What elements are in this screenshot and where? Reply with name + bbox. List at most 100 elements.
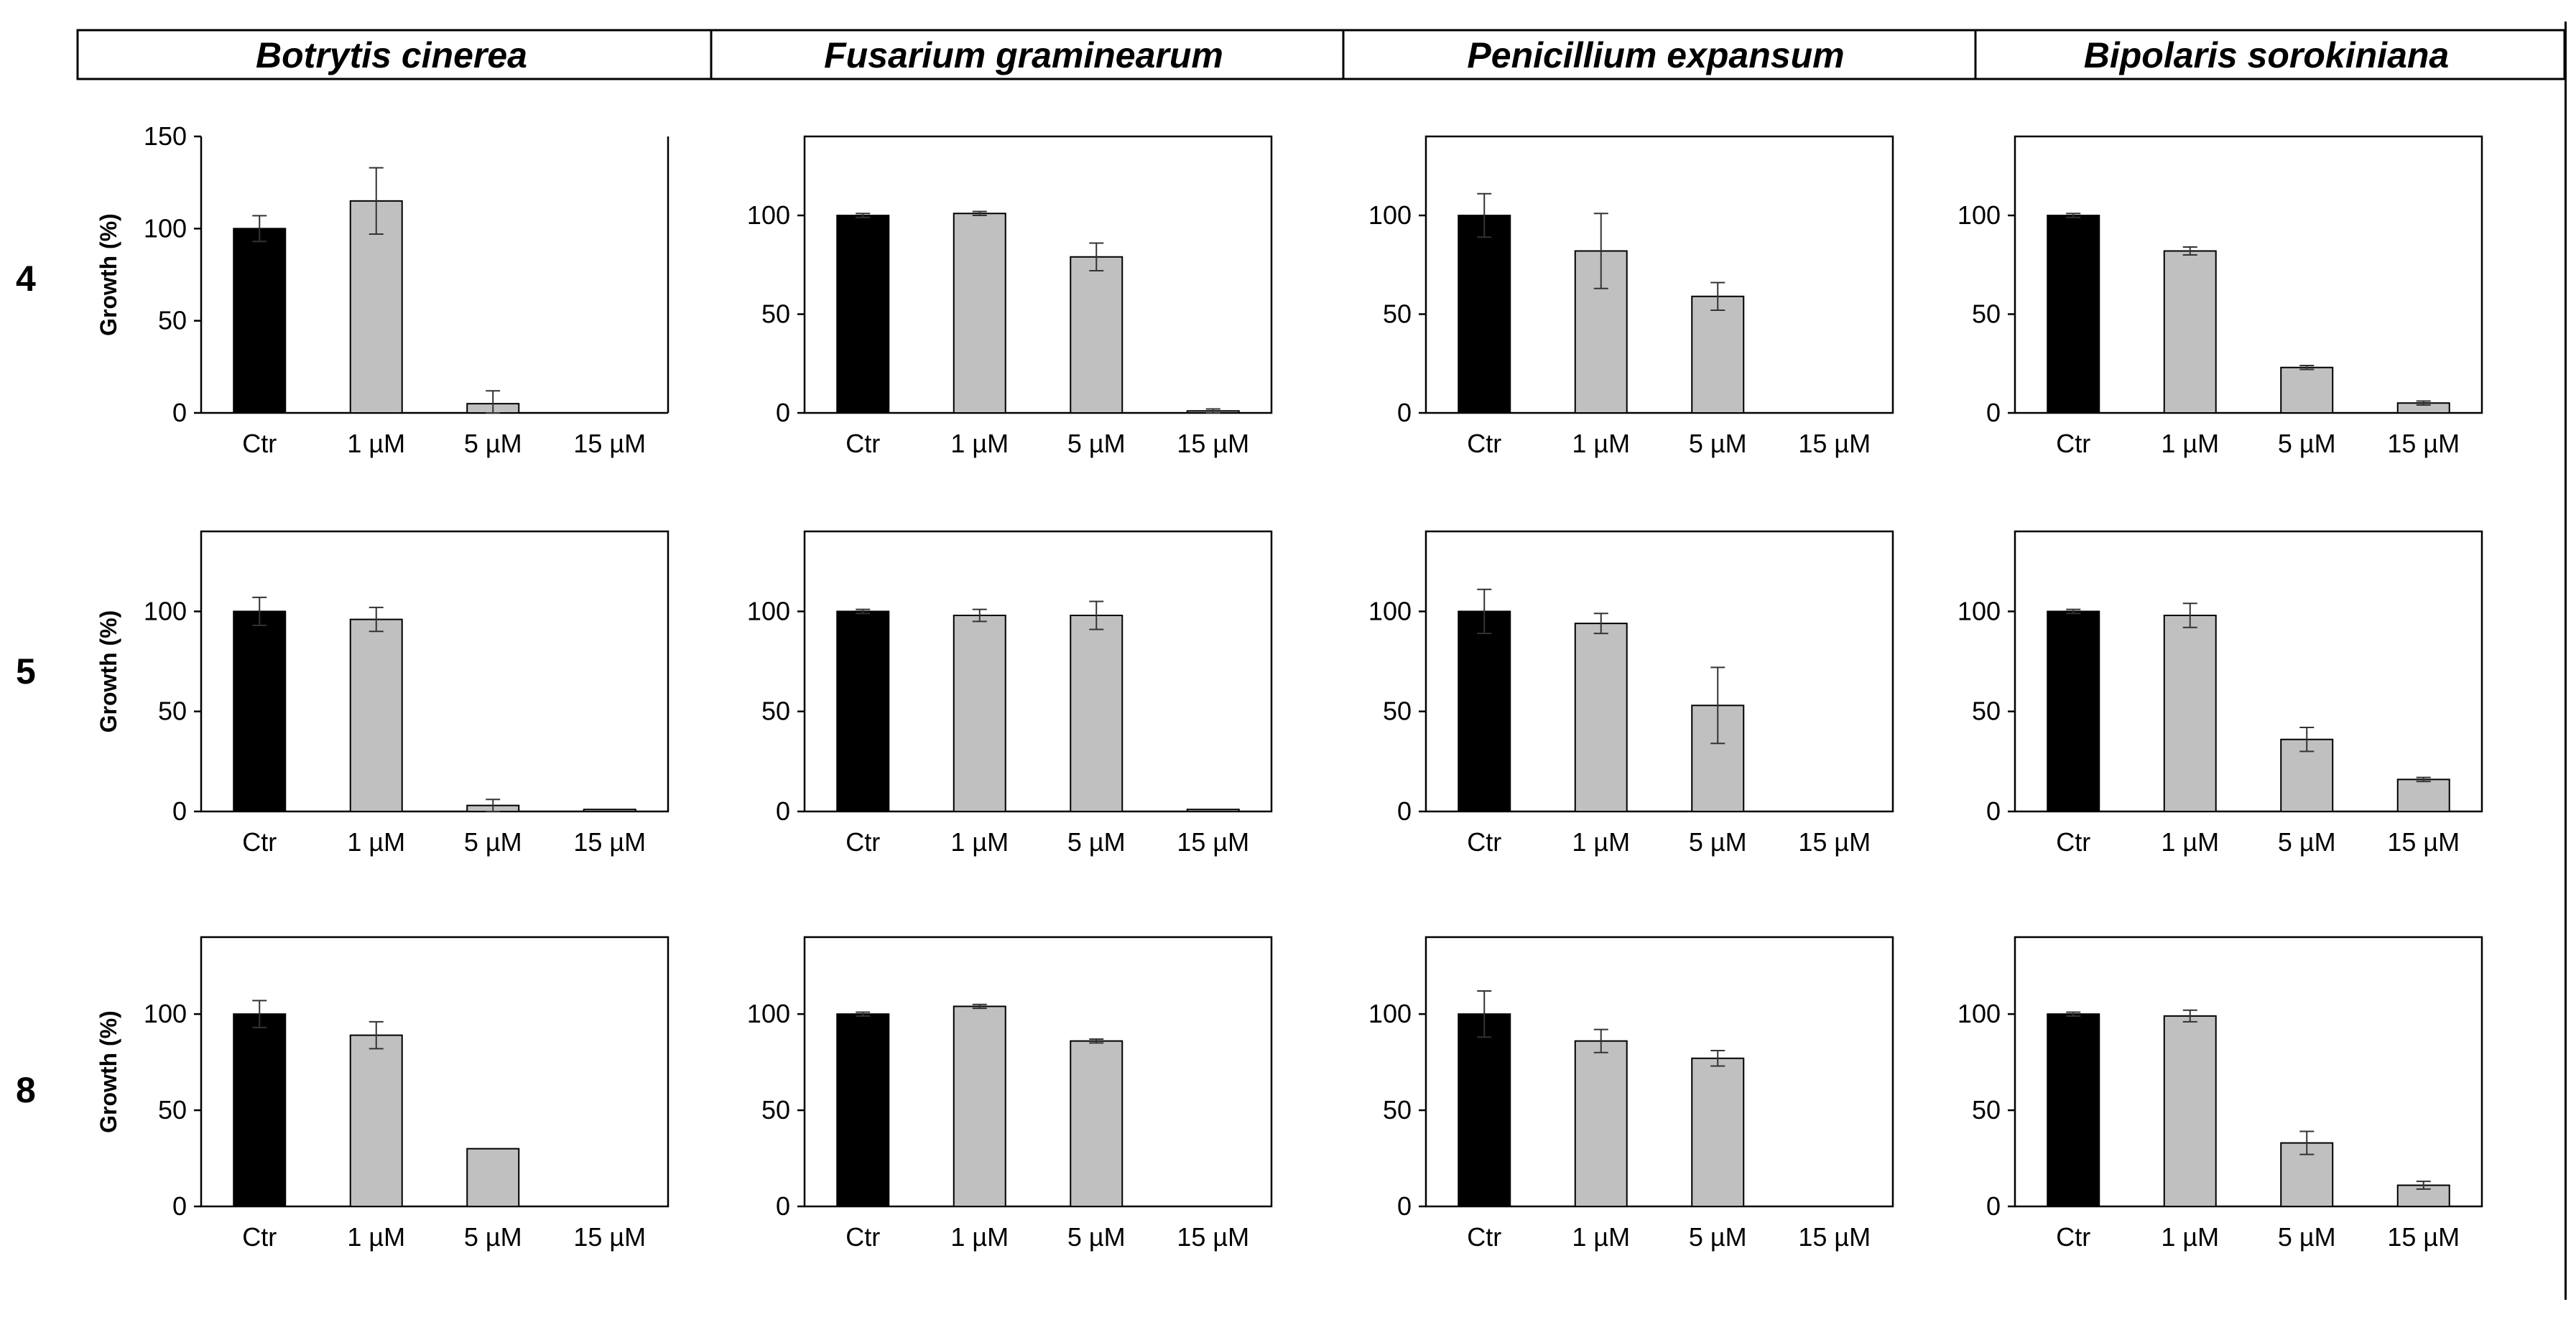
category-label: 5 µM bbox=[464, 429, 522, 458]
category-label: Ctr bbox=[2056, 429, 2090, 458]
y-tick-label: 0 bbox=[776, 398, 790, 427]
y-tick-label: 50 bbox=[761, 299, 790, 329]
category-label: 1 µM bbox=[347, 827, 405, 857]
y-tick-label: 50 bbox=[761, 1095, 790, 1125]
chart-panel: 0 50 100 Ctr 1 µM 5 µM 15 µM bbox=[1368, 936, 1894, 1252]
plot-frame bbox=[1424, 135, 1894, 414]
category-label: 5 µM bbox=[2278, 429, 2336, 458]
y-tick-label: 50 bbox=[1383, 1095, 1412, 1125]
category-label: 15 µM bbox=[2387, 1222, 2460, 1252]
category-label: 1 µM bbox=[1572, 1222, 1630, 1252]
category-label: 15 µM bbox=[573, 1222, 646, 1252]
row-label-8: 8 bbox=[16, 1070, 36, 1110]
category-label: Ctr bbox=[1467, 1222, 1501, 1252]
y-tick-label: 50 bbox=[158, 697, 187, 726]
y-tick-label: 0 bbox=[1986, 1191, 2001, 1221]
category-label: 5 µM bbox=[1067, 827, 1126, 857]
bar bbox=[349, 618, 403, 812]
y-tick-label: 0 bbox=[172, 1191, 187, 1221]
category-label: 1 µM bbox=[1572, 827, 1630, 857]
y-tick-label: 50 bbox=[1972, 1095, 2001, 1125]
column-header-botrytis: Botrytis cinerea bbox=[256, 35, 527, 75]
bar bbox=[1070, 615, 1123, 812]
plot-frame bbox=[803, 936, 1273, 1208]
y-tick-label: 100 bbox=[1958, 200, 2001, 230]
category-label: 1 µM bbox=[347, 1222, 405, 1252]
bar bbox=[349, 200, 403, 414]
y-tick-label: 50 bbox=[1972, 697, 2001, 726]
bar bbox=[349, 1034, 403, 1208]
y-tick-label: 100 bbox=[144, 999, 187, 1028]
bar bbox=[953, 615, 1006, 812]
category-label: Ctr bbox=[845, 1222, 880, 1252]
y-tick-label: 50 bbox=[1972, 299, 2001, 329]
chart-panel: 0 50 100 Ctr 1 µM 5 µM 15 µM bbox=[747, 530, 1273, 857]
category-label: 15 µM bbox=[1177, 827, 1249, 857]
bar bbox=[1458, 1013, 1511, 1207]
y-tick-label: 0 bbox=[1397, 1191, 1412, 1221]
plot-frame bbox=[803, 135, 1273, 414]
category-label: Ctr bbox=[1467, 827, 1501, 857]
category-label: 15 µM bbox=[1798, 1222, 1871, 1252]
bar bbox=[1070, 1040, 1123, 1207]
category-label: Ctr bbox=[2056, 827, 2090, 857]
y-tick-label: 100 bbox=[747, 200, 790, 230]
y-tick-label: 100 bbox=[747, 596, 790, 625]
y-tick-label: 50 bbox=[1383, 299, 1412, 329]
y-tick-label: 100 bbox=[1368, 200, 1412, 230]
column-header-bipolaris: Bipolaris sorokiniana bbox=[2084, 35, 2449, 75]
category-label: 5 µM bbox=[1689, 827, 1747, 857]
category-label: 15 µM bbox=[2387, 827, 2460, 857]
plot-frame bbox=[2014, 936, 2483, 1208]
row-label-4: 4 bbox=[16, 259, 36, 299]
right-edge-rule bbox=[2565, 22, 2567, 1300]
column-header-penicillium: Penicillium expansum bbox=[1467, 35, 1844, 75]
plot-frame bbox=[1424, 936, 1894, 1208]
y-tick-label: 100 bbox=[144, 596, 187, 625]
y-tick-label: 50 bbox=[158, 1095, 187, 1125]
category-label: 1 µM bbox=[950, 1222, 1009, 1252]
category-label: 5 µM bbox=[1689, 429, 1747, 458]
bar bbox=[2163, 615, 2217, 812]
column-header-fusarium: Fusarium graminearum bbox=[824, 35, 1223, 75]
plot-frame bbox=[200, 530, 670, 813]
chart-panel: 0 50 100 Ctr 1 µM 5 µM 15 µM bbox=[1368, 530, 1894, 857]
category-label: 1 µM bbox=[2161, 429, 2219, 458]
y-tick-label: 100 bbox=[1368, 999, 1412, 1028]
y-tick-label: 100 bbox=[144, 213, 187, 243]
category-label: Ctr bbox=[242, 827, 277, 857]
chart-panel: 0 50 100 Ctr 1 µM 5 µM 15 µM bbox=[747, 135, 1273, 458]
chart-panels: 0 50 100 150 Growth (%) Ctr 1 µM 5 µM 15 µM 0 50 10… bbox=[96, 121, 2483, 1252]
category-label: 5 µM bbox=[1067, 1222, 1126, 1252]
bar bbox=[1070, 256, 1123, 414]
bar bbox=[1574, 623, 1628, 813]
category-label: Ctr bbox=[845, 429, 880, 458]
y-tick-label: 50 bbox=[761, 697, 790, 726]
category-label: 5 µM bbox=[2278, 1222, 2336, 1252]
bar bbox=[1691, 1057, 1745, 1207]
category-label: Ctr bbox=[242, 429, 277, 458]
y-tick-label: 50 bbox=[158, 306, 187, 335]
y-axis-label: Growth (%) bbox=[96, 213, 121, 336]
bar bbox=[2047, 1013, 2100, 1207]
category-label: 15 µM bbox=[1798, 827, 1871, 857]
category-label: Ctr bbox=[1467, 429, 1501, 458]
bar bbox=[836, 215, 890, 414]
category-label: 5 µM bbox=[1067, 429, 1126, 458]
category-label: 5 µM bbox=[2278, 827, 2336, 857]
y-tick-label: 100 bbox=[1368, 596, 1412, 625]
category-label: 15 µM bbox=[1177, 429, 1249, 458]
bar bbox=[1186, 809, 1240, 812]
bar bbox=[583, 809, 636, 812]
chart-panel: 0 50 100 Ctr 1 µM 5 µM 15 µM bbox=[1958, 530, 2483, 857]
chart-panel: 0 50 100 Ctr 1 µM 5 µM 15 µM bbox=[747, 936, 1273, 1252]
y-tick-label: 0 bbox=[172, 796, 187, 826]
plot-frame bbox=[2014, 530, 2483, 813]
y-tick-label: 100 bbox=[1958, 596, 2001, 625]
bar bbox=[1458, 610, 1511, 813]
plot-frame bbox=[200, 936, 670, 1208]
column-header-band: Botrytis cinerea Fusarium graminearum Pe… bbox=[76, 29, 2566, 80]
chart-panel: 0 50 100 150 Growth (%) Ctr 1 µM 5 µM 15 µM bbox=[96, 121, 670, 458]
bar bbox=[2396, 778, 2450, 813]
